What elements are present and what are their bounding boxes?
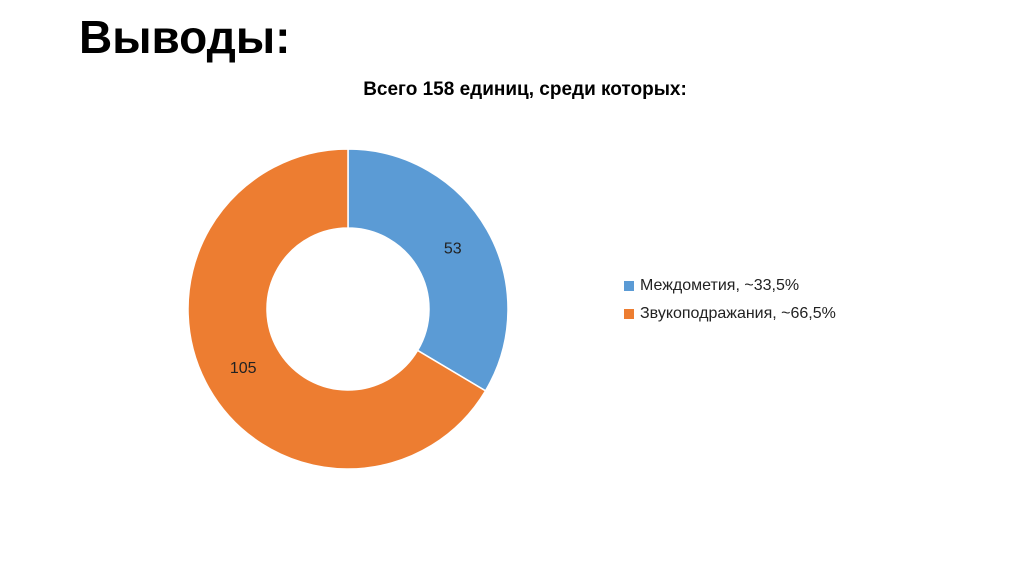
legend-item-onomatopoeia: Звукоподражания, ~66,5% (624, 300, 836, 328)
slice-onomatopoeia (187, 148, 487, 470)
legend-label-onomatopoeia: Звукоподражания, ~66,5% (640, 305, 836, 322)
slice-interjections (347, 148, 509, 392)
legend-label-interjections: Междометия, ~33,5% (640, 277, 800, 294)
chart-title: Всего 158 единиц, среди которых: (363, 79, 687, 100)
chart-slices (187, 148, 509, 470)
chart-data-labels: 53 105 (230, 241, 462, 377)
legend-swatch-interjections (624, 281, 634, 291)
data-label-onomatopoeia: 105 (230, 360, 257, 377)
data-label-interjections: 53 (444, 241, 462, 258)
chart-legend: Междометия, ~33,5% Звукоподражания, ~66,… (624, 272, 836, 328)
legend-swatch-onomatopoeia (624, 309, 634, 319)
legend-item-interjections: Междометия, ~33,5% (624, 272, 836, 300)
slide-title: Выводы: (79, 11, 291, 63)
